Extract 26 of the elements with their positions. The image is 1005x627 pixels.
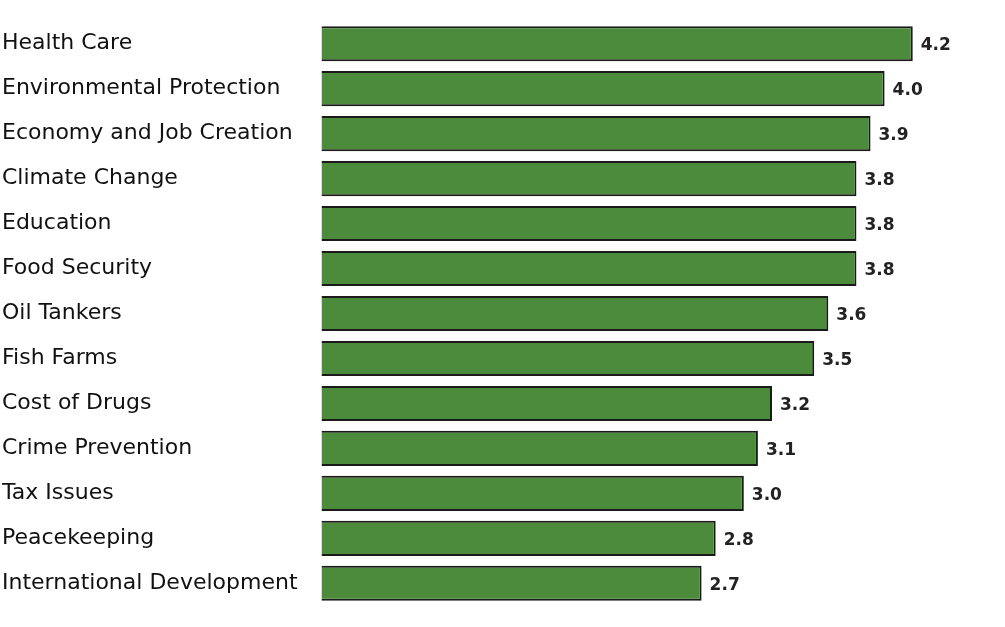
y-tick-label: Tax Issues	[1, 479, 114, 505]
data-label: 3.8	[864, 213, 895, 234]
y-tick-label: Crime Prevention	[2, 434, 193, 460]
y-tick-label: Climate Change	[2, 164, 178, 190]
data-label: 3.6	[836, 303, 867, 324]
y-tick-label: International Development	[2, 569, 298, 595]
y-tick-label: Food Security	[2, 254, 153, 280]
y-tick-label: Economy and Job Creation	[2, 119, 293, 145]
data-label: 2.8	[723, 528, 754, 549]
data-label: 3.2	[779, 393, 811, 414]
y-tick-label: Peacekeeping	[2, 524, 155, 550]
y-tick-label: Education	[2, 209, 112, 235]
y-tick-label: Health Care	[2, 29, 133, 55]
data-label: 4.2	[920, 34, 951, 55]
data-label: 3.8	[864, 169, 895, 190]
y-tick-label: Environmental Protection	[2, 74, 281, 100]
data-label: 3.1	[765, 438, 797, 459]
data-label: 3.0	[751, 483, 783, 504]
data-label: 3.8	[864, 258, 895, 279]
data-label: 3.5	[822, 348, 853, 369]
y-tick-label: Oil Tankers	[2, 299, 122, 325]
data-label: 3.9	[878, 124, 909, 145]
y-tick-label: Fish Farms	[2, 344, 118, 370]
data-label: 2.7	[709, 573, 740, 594]
y-tick-label: Cost of Drugs	[2, 389, 152, 415]
data-label: 4.0	[892, 79, 923, 100]
